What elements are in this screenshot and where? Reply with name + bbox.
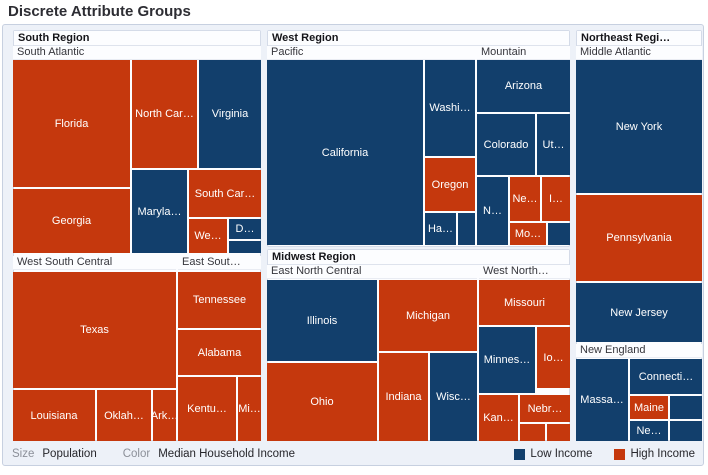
state-cell-massa[interactable]: Massa… — [576, 359, 628, 441]
state-cell-georgia[interactable]: Georgia — [13, 189, 130, 253]
state-cell-missouri[interactable]: Missouri — [479, 280, 570, 325]
state-cell-i[interactable]: I… — [542, 177, 570, 221]
region-header-south-region[interactable]: South Region — [14, 31, 260, 46]
state-cell-ne[interactable]: Ne… — [630, 421, 668, 441]
legend-label-low-income: Low Income — [530, 448, 593, 460]
state-cell-new-york[interactable]: New York — [576, 60, 702, 193]
state-cell-connecti[interactable]: Connecti… — [630, 359, 702, 394]
subgroup-header-east-sout[interactable]: East Sout… — [178, 256, 261, 270]
state-cell-unlabeled[interactable] — [520, 424, 545, 441]
state-cell-unlabeled[interactable] — [670, 421, 702, 441]
state-cell-pennsylvania[interactable]: Pennsylvania — [576, 195, 702, 281]
state-cell-unlabeled[interactable] — [547, 424, 570, 441]
low-income-swatch — [514, 448, 526, 460]
subgroup-header-mountain[interactable]: Mountain — [477, 46, 570, 60]
state-cell-north-car[interactable]: North Car… — [132, 60, 197, 168]
size-value: Population — [42, 448, 97, 460]
state-cell-california[interactable]: California — [267, 60, 423, 245]
state-cell-kan[interactable]: Kan… — [479, 395, 518, 441]
state-cell-d[interactable]: D… — [229, 219, 261, 239]
legend-item-low-income[interactable]: Low Income — [514, 448, 592, 460]
region-header-northeast-regi[interactable]: Northeast Regi… — [577, 31, 701, 46]
state-cell-illinois[interactable]: Illinois — [267, 280, 377, 361]
region-header-midwest-region[interactable]: Midwest Region — [268, 250, 569, 265]
subgroup-header-east-north-central[interactable]: East North Central — [267, 265, 477, 279]
state-cell-minnes[interactable]: Minnes… — [479, 327, 535, 393]
state-cell-wisc[interactable]: Wisc… — [430, 353, 477, 441]
state-cell-kentu[interactable]: Kentu… — [178, 377, 236, 441]
state-cell-florida[interactable]: Florida — [13, 60, 130, 187]
legend-label-high-income: High Income — [630, 448, 695, 460]
state-cell-arizona[interactable]: Arizona — [477, 60, 570, 112]
state-cell-ut[interactable]: Ut… — [537, 114, 570, 175]
state-cell-io[interactable]: Io… — [537, 327, 570, 388]
state-cell-louisiana[interactable]: Louisiana — [13, 390, 95, 441]
state-cell-colorado[interactable]: Colorado — [477, 114, 535, 175]
subgroup-header-pacific[interactable]: Pacific — [267, 46, 475, 60]
high-income-swatch — [614, 448, 626, 460]
legend: Low Income High Income — [514, 448, 695, 460]
state-cell-virginia[interactable]: Virginia — [199, 60, 261, 168]
state-cell-unlabeled[interactable] — [229, 241, 261, 253]
subgroup-header-south-atlantic[interactable]: South Atlantic — [13, 46, 261, 60]
size-label: Size — [12, 448, 35, 460]
state-cell-we[interactable]: We… — [189, 219, 227, 253]
state-cell-ark[interactable]: Ark… — [153, 390, 176, 441]
state-cell-indiana[interactable]: Indiana — [379, 353, 428, 441]
color-label: Color — [122, 448, 151, 460]
state-cell-south-car[interactable]: South Car… — [189, 170, 261, 217]
state-cell-oklah[interactable]: Oklah… — [97, 390, 151, 441]
subgroup-header-middle-atlantic[interactable]: Middle Atlantic — [576, 46, 702, 60]
state-cell-maine[interactable]: Maine — [630, 396, 668, 419]
status-bar: Size Population Color Median Household I… — [2, 444, 705, 464]
state-cell-mi[interactable]: Mi… — [238, 377, 261, 441]
region-header-west-region[interactable]: West Region — [268, 31, 569, 46]
legend-item-high-income[interactable]: High Income — [614, 448, 695, 460]
subgroup-header-new-england[interactable]: New England — [576, 344, 702, 358]
state-cell-unlabeled[interactable] — [458, 213, 475, 245]
state-cell-n[interactable]: N… — [477, 177, 508, 245]
state-cell-ne[interactable]: Ne… — [510, 177, 540, 221]
state-cell-ha[interactable]: Ha… — [425, 213, 456, 245]
state-cell-tennessee[interactable]: Tennessee — [178, 272, 261, 328]
state-cell-ohio[interactable]: Ohio — [267, 363, 377, 441]
page-title: Discrete Attribute Groups — [8, 3, 191, 20]
state-cell-michigan[interactable]: Michigan — [379, 280, 477, 351]
state-cell-mo[interactable]: Mo… — [510, 223, 546, 245]
state-cell-new-jersey[interactable]: New Jersey — [576, 283, 702, 342]
state-cell-oregon[interactable]: Oregon — [425, 158, 475, 211]
subgroup-header-west-south-central[interactable]: West South Central — [13, 256, 176, 270]
state-cell-texas[interactable]: Texas — [13, 272, 176, 388]
state-cell-alabama[interactable]: Alabama — [178, 330, 261, 375]
state-cell-unlabeled[interactable] — [548, 223, 570, 245]
state-cell-unlabeled[interactable] — [670, 396, 702, 419]
state-cell-maryla[interactable]: Maryla… — [132, 170, 187, 253]
state-cell-washi[interactable]: Washi… — [425, 60, 475, 156]
subgroup-header-west-north[interactable]: West North… — [479, 265, 570, 279]
color-value: Median Household Income — [158, 448, 296, 460]
state-cell-nebr[interactable]: Nebr… — [520, 395, 570, 422]
